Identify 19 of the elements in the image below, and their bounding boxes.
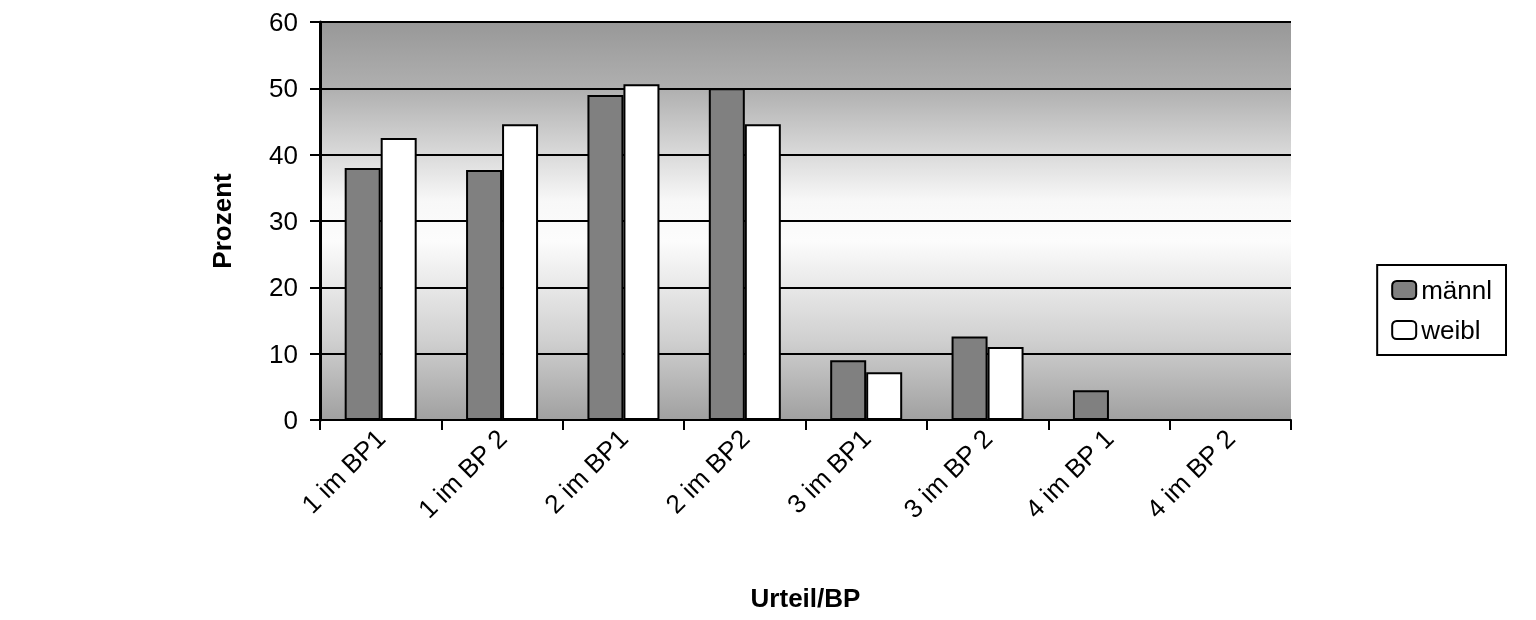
x-tick-label: 3 im BP1 xyxy=(781,423,877,520)
y-tick-label: 50 xyxy=(269,73,298,104)
y-tick-label: 0 xyxy=(283,405,298,435)
x-tick-label: 4 im BP 2 xyxy=(1140,423,1241,524)
y-tick-label: 60 xyxy=(269,7,298,37)
x-axis-title: Urteil/BP xyxy=(750,583,861,613)
x-tick-label: 1 im BP 2 xyxy=(412,423,513,524)
y-tick-label: 40 xyxy=(269,139,298,170)
x-tick-label: 2 im BP2 xyxy=(659,423,756,520)
y-tick-label: 20 xyxy=(269,272,298,303)
x-tick-label: 3 im BP 2 xyxy=(897,423,999,524)
y-axis-title: Prozent xyxy=(207,172,237,269)
bar xyxy=(1072,390,1109,420)
legend-label: männl xyxy=(1421,275,1493,305)
x-tick-label: 2 im BP1 xyxy=(538,423,635,520)
y-tick-label: 30 xyxy=(269,206,298,236)
y-tick-label: 10 xyxy=(269,338,298,369)
x-tick-label: 4 im BP 1 xyxy=(1019,423,1120,524)
legend-label: weibl xyxy=(1420,315,1481,345)
